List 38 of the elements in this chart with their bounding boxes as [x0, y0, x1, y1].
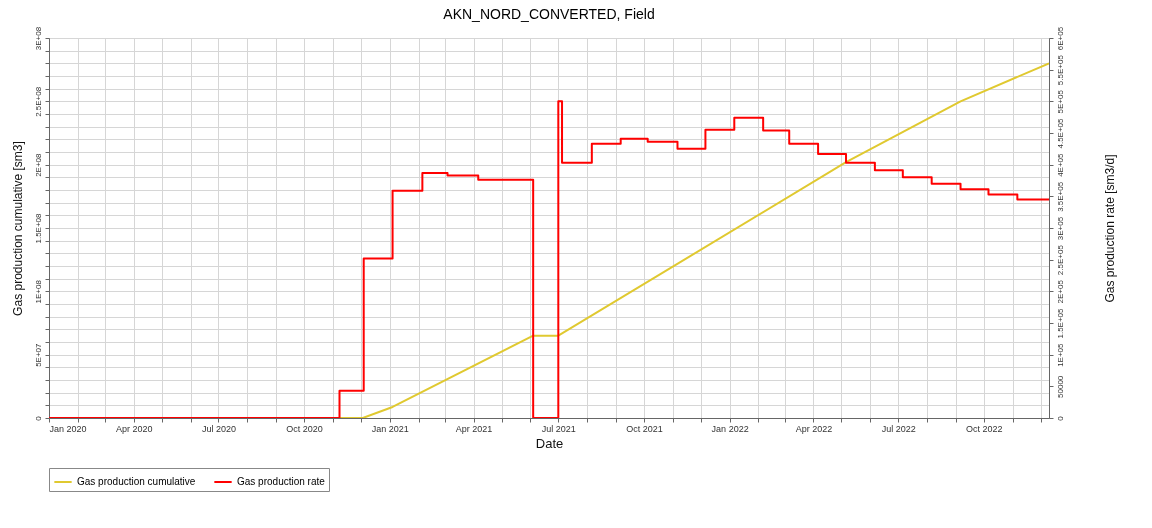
x-tick-label: Oct 2021 — [626, 423, 663, 434]
y-tick-label: 1E+08 — [33, 279, 43, 304]
x-tick-label: Jul 2021 — [541, 423, 576, 434]
x-tick-label: Jan 2021 — [371, 423, 409, 434]
y-tick-label: 3E+08 — [33, 26, 43, 51]
y2-tick-label: 0 — [1055, 415, 1065, 421]
y-tick-label: 2E+08 — [33, 152, 43, 177]
y2-tick-label: 5.5E+05 — [1055, 54, 1065, 86]
y2-tick-label: 4.5E+05 — [1055, 117, 1065, 149]
y2-tick-label: 3E+05 — [1055, 216, 1065, 241]
y2-tick-label: 1.5E+05 — [1055, 307, 1065, 339]
x-tick-label: Apr 2021 — [455, 423, 493, 434]
x-tick-label: Jul 2022 — [881, 423, 916, 434]
legend-label: Gas production rate — [237, 476, 326, 487]
x-tick-label: Oct 2022 — [966, 423, 1003, 434]
y-tick-label: 2.5E+08 — [33, 86, 43, 117]
x-tick-label: Oct 2020 — [286, 423, 323, 434]
x-tick-label: Jan 2022 — [711, 423, 749, 434]
x-tick-label: Jan 2020 — [49, 423, 87, 434]
chart-title: AKN_NORD_CONVERTED, Field — [443, 6, 655, 23]
x-axis-title: Date — [535, 435, 564, 451]
y2-tick-label: 3.5E+05 — [1055, 181, 1065, 212]
y2-tick-label: 50000 — [1055, 375, 1065, 398]
legend-label: Gas production cumulative — [77, 476, 196, 487]
y2-tick-label: 2.5E+05 — [1055, 244, 1065, 276]
y-tick-label: 1.5E+08 — [33, 212, 43, 244]
y2-tick-label: 5E+05 — [1055, 89, 1065, 114]
y-tick-label: 0 — [33, 415, 43, 421]
x-tick-label: Apr 2022 — [795, 423, 833, 434]
y2-tick-label: 6E+05 — [1055, 26, 1065, 51]
y2-tick-label: 1E+05 — [1055, 342, 1065, 367]
y-axis-title: Gas production cumulative [sm3] — [10, 141, 25, 316]
y2-axis-title: Gas production rate [sm3/d] — [1102, 154, 1117, 303]
x-tick-label: Jul 2020 — [201, 423, 236, 434]
y2-tick-label: 2E+05 — [1055, 279, 1065, 304]
y2-tick-label: 4E+05 — [1055, 152, 1065, 177]
x-tick-label: Apr 2020 — [115, 423, 153, 434]
y-tick-label: 5E+07 — [33, 342, 43, 367]
